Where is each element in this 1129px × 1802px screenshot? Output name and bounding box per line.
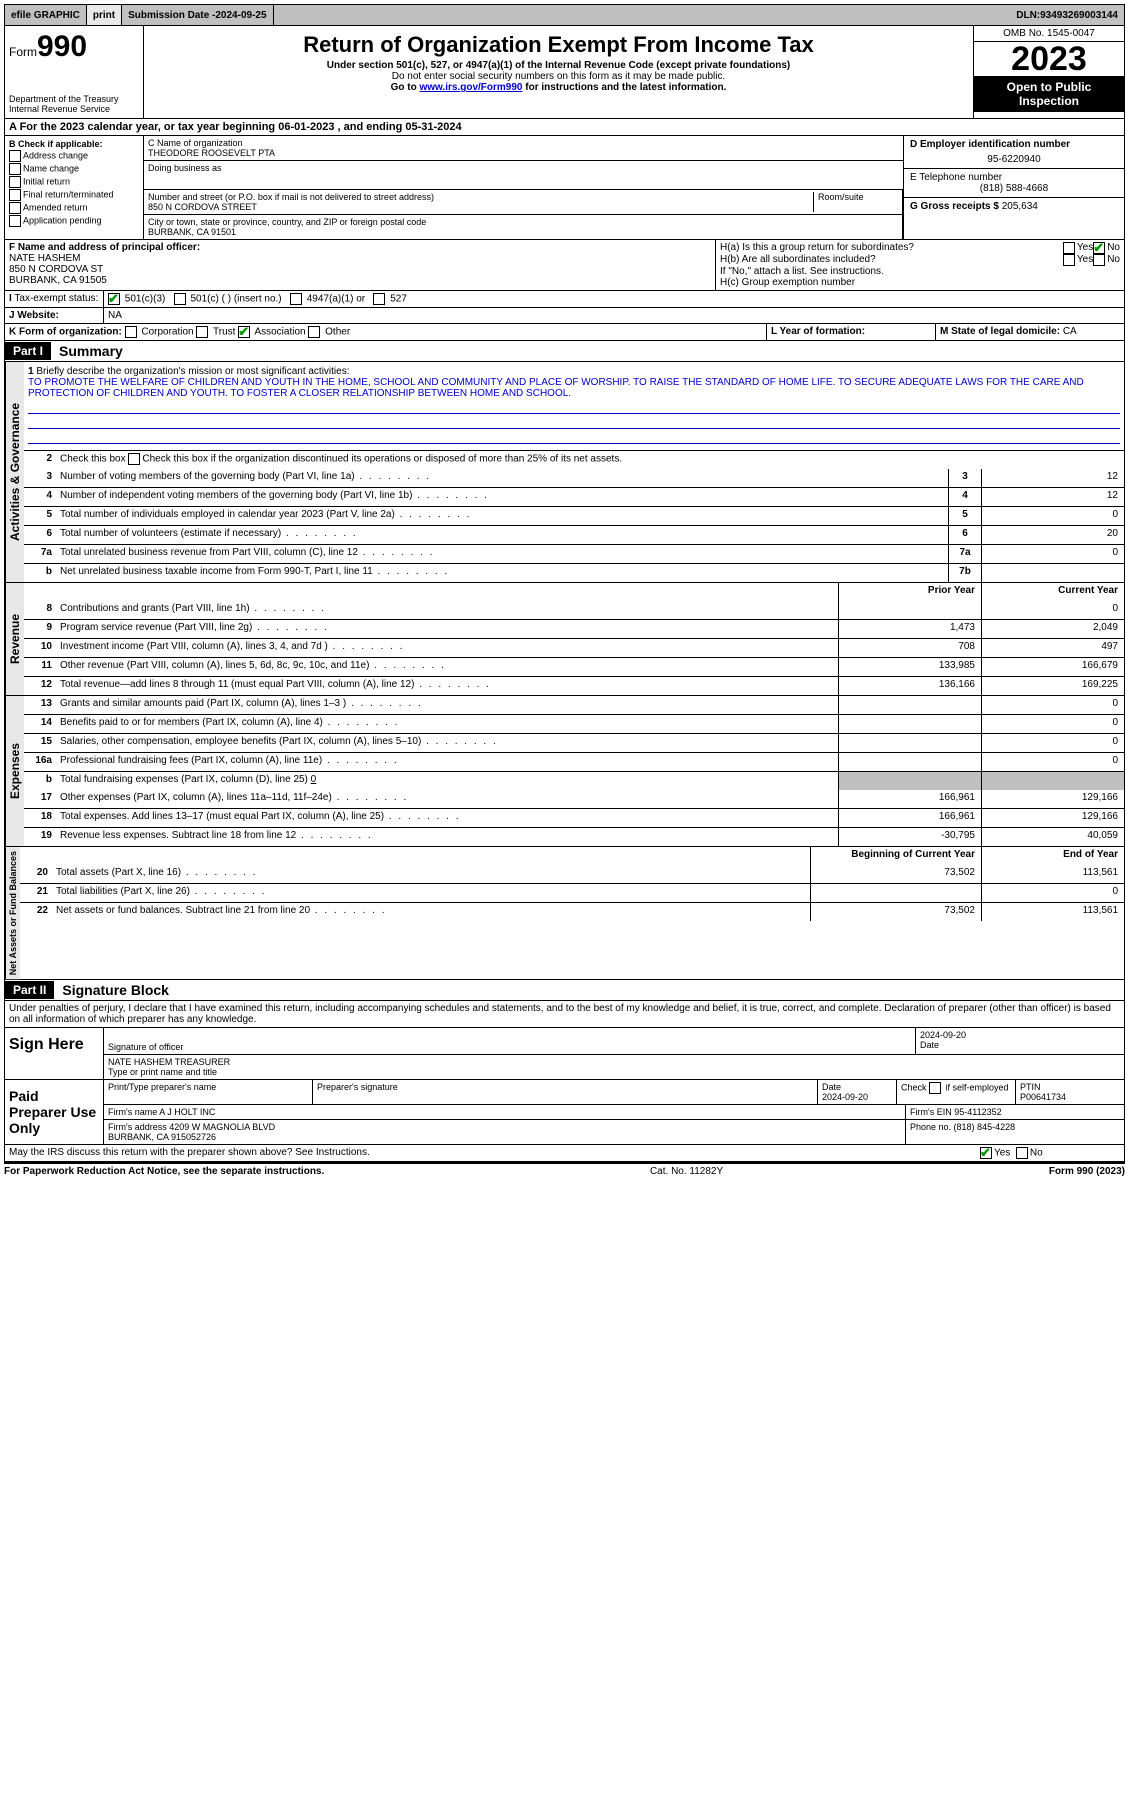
cb-discuss-no[interactable] <box>1016 1147 1028 1159</box>
summary-line: 13 Grants and similar amounts paid (Part… <box>24 696 1124 714</box>
summary-line: 20 Total assets (Part X, line 16) 73,502… <box>20 865 1124 883</box>
summary-line: b Net unrelated business taxable income … <box>24 563 1124 582</box>
irs-link[interactable]: www.irs.gov/Form990 <box>419 82 522 93</box>
summary-line: 14 Benefits paid to or for members (Part… <box>24 714 1124 733</box>
form-title: Return of Organization Exempt From Incom… <box>148 32 969 58</box>
sign-here-block: Sign Here Signature of officer 2024-09-2… <box>5 1027 1124 1079</box>
cb-501c3[interactable] <box>108 293 120 305</box>
tab-governance: Activities & Governance <box>5 362 24 582</box>
form-header: Form990 Department of the Treasury Inter… <box>5 26 1124 118</box>
cb-amended[interactable] <box>9 202 21 214</box>
submission-date: Submission Date - 2024-09-25 <box>122 5 273 25</box>
tax-year: 2023 <box>974 42 1124 76</box>
summary-line: 10 Investment income (Part VIII, column … <box>24 638 1124 657</box>
efile-label: efile GRAPHIC <box>5 5 87 25</box>
cb-discuss-yes[interactable] <box>980 1147 992 1159</box>
subtitle-3: Go to www.irs.gov/Form990 for instructio… <box>148 82 969 93</box>
cb-501c[interactable] <box>174 293 186 305</box>
summary-line: 11 Other revenue (Part VIII, column (A),… <box>24 657 1124 676</box>
website: NA <box>104 308 1124 323</box>
col-c-org-info: C Name of organization THEODORE ROOSEVEL… <box>144 136 904 239</box>
perjury-declaration: Under penalties of perjury, I declare th… <box>5 1000 1124 1027</box>
summary-line: 5 Total number of individuals employed i… <box>24 506 1124 525</box>
subtitle-2: Do not enter social security numbers on … <box>148 71 969 82</box>
cb-ha-yes[interactable] <box>1063 242 1075 254</box>
org-street: 850 N CORDOVA STREET <box>148 202 813 212</box>
top-toolbar: efile GRAPHIC print Submission Date - 20… <box>4 4 1125 26</box>
cb-other[interactable] <box>308 326 320 338</box>
summary-line: 12 Total revenue—add lines 8 through 11 … <box>24 676 1124 695</box>
col-f-officer: F Name and address of principal officer:… <box>5 240 716 290</box>
cb-hb-yes[interactable] <box>1063 254 1075 266</box>
open-public-badge: Open to Public Inspection <box>974 76 1124 112</box>
section-b-c-d: B Check if applicable: Address change Na… <box>5 135 1124 239</box>
cb-name-change[interactable] <box>9 163 21 175</box>
block-governance: Activities & Governance 1 Briefly descri… <box>5 361 1124 582</box>
dln: DLN: 93493269003144 <box>1010 5 1124 25</box>
form-number-box: Form990 Department of the Treasury Inter… <box>5 26 144 118</box>
cb-hb-no[interactable] <box>1093 254 1105 266</box>
cb-corp[interactable] <box>125 326 137 338</box>
dept-label: Department of the Treasury Internal Reve… <box>9 94 139 114</box>
block-expenses: Expenses 13 Grants and similar amounts p… <box>5 695 1124 846</box>
cb-final-return[interactable] <box>9 189 21 201</box>
org-name: THEODORE ROOSEVELT PTA <box>148 148 899 158</box>
org-city: BURBANK, CA 91501 <box>148 227 898 237</box>
part2-header: Part II Signature Block <box>5 979 1124 1000</box>
gross-receipts: 205,634 <box>1002 201 1038 212</box>
page-footer: For Paperwork Reduction Act Notice, see … <box>4 1162 1125 1179</box>
summary-line: 17 Other expenses (Part IX, column (A), … <box>24 790 1124 808</box>
summary-line: 21 Total liabilities (Part X, line 26) 0 <box>20 883 1124 902</box>
cb-address-change[interactable] <box>9 150 21 162</box>
summary-line: 9 Program service revenue (Part VIII, li… <box>24 619 1124 638</box>
form-990: Form990 Department of the Treasury Inter… <box>4 26 1125 1162</box>
tab-expenses: Expenses <box>5 696 24 846</box>
line-1-mission: 1 Briefly describe the organization's mi… <box>24 362 1124 450</box>
col-d-e-g: D Employer identification number 95-6220… <box>904 136 1124 239</box>
officer-name: NATE HASHEM TREASURER <box>108 1057 1120 1067</box>
summary-line: 4 Number of independent voting members o… <box>24 487 1124 506</box>
cb-initial-return[interactable] <box>9 176 21 188</box>
cb-self-employed[interactable] <box>929 1082 941 1094</box>
section-k-l-m: K Form of organization: Corporation Trus… <box>5 323 1124 340</box>
part1-header: Part I Summary <box>5 340 1124 361</box>
summary-line: 8 Contributions and grants (Part VIII, l… <box>24 601 1124 619</box>
tab-revenue: Revenue <box>5 583 24 695</box>
cb-assoc[interactable] <box>238 326 250 338</box>
form-title-box: Return of Organization Exempt From Incom… <box>144 26 974 118</box>
summary-line: 16a Professional fundraising fees (Part … <box>24 752 1124 771</box>
block-revenue: Revenue Prior Year Current Year 8 Contri… <box>5 582 1124 695</box>
section-i: I Tax-exempt status: 501(c)(3) 501(c) ( … <box>5 290 1124 307</box>
block-netassets: Net Assets or Fund Balances Beginning of… <box>5 846 1124 979</box>
tab-netassets: Net Assets or Fund Balances <box>5 847 20 979</box>
cb-line2[interactable] <box>128 453 140 465</box>
summary-line: 18 Total expenses. Add lines 13–17 (must… <box>24 808 1124 827</box>
summary-line: 6 Total number of volunteers (estimate i… <box>24 525 1124 544</box>
discuss-row: May the IRS discuss this return with the… <box>5 1144 1124 1161</box>
cb-trust[interactable] <box>196 326 208 338</box>
summary-line: 7a Total unrelated business revenue from… <box>24 544 1124 563</box>
cb-app-pending[interactable] <box>9 215 21 227</box>
cb-527[interactable] <box>373 293 385 305</box>
print-button[interactable]: print <box>87 5 122 25</box>
summary-line: 22 Net assets or fund balances. Subtract… <box>20 902 1124 921</box>
line-a-taxyear: A For the 2023 calendar year, or tax yea… <box>5 118 1124 135</box>
summary-line: 3 Number of voting members of the govern… <box>24 469 1124 487</box>
summary-line: 19 Revenue less expenses. Subtract line … <box>24 827 1124 846</box>
col-b-checkboxes: B Check if applicable: Address change Na… <box>5 136 144 239</box>
year-box: OMB No. 1545-0047 2023 Open to Public In… <box>974 26 1124 118</box>
section-j: J Website: NA <box>5 307 1124 323</box>
summary-line: 15 Salaries, other compensation, employe… <box>24 733 1124 752</box>
paid-preparer-block: Paid Preparer Use Only Print/Type prepar… <box>5 1079 1124 1144</box>
cb-4947[interactable] <box>290 293 302 305</box>
col-h-group: H(a) Is this a group return for subordin… <box>716 240 1124 290</box>
section-f-h: F Name and address of principal officer:… <box>5 239 1124 290</box>
ein: 95-6220940 <box>910 150 1118 165</box>
cb-ha-no[interactable] <box>1093 242 1105 254</box>
phone: (818) 588-4668 <box>910 183 1118 194</box>
subtitle-1: Under section 501(c), 527, or 4947(a)(1)… <box>148 60 969 71</box>
